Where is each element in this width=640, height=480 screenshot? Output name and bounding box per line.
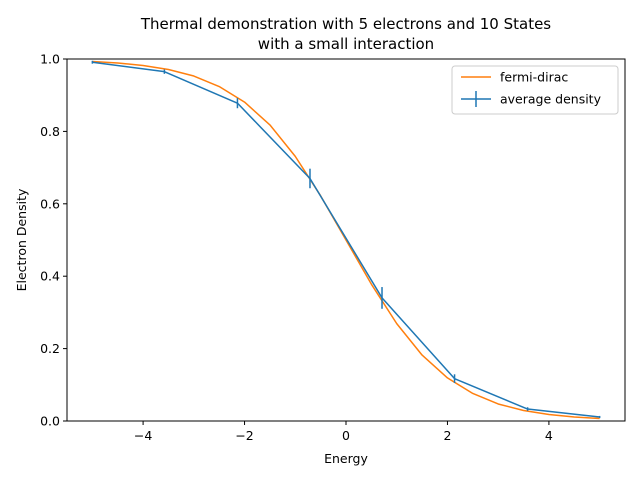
x-axis-label: Energy [324,451,368,466]
x-tick-label: 4 [545,428,553,443]
y-tick-label: 0.8 [40,124,60,139]
legend-label-fermi-dirac: fermi-dirac [500,70,568,85]
series-line-average-density [92,61,600,418]
legend-label-average-density: average density [500,92,602,107]
y-tick-label: 0.6 [40,196,60,211]
legend: fermi-dirac average density [451,65,619,115]
tick-layer: −4 −2 0 2 4 0.0 0.2 0.4 0.6 0.8 1.0 [40,52,553,444]
x-tick-label: −2 [235,428,253,443]
y-tick-label: 0.2 [40,341,60,356]
plot-area: −4 −2 0 2 4 0.0 0.2 0.4 0.6 0.8 1.0 [40,52,626,444]
series-layer [91,60,601,420]
y-axis-label: Electron Density [14,188,29,291]
series-line-fermi-dirac [92,60,600,420]
x-tick-label: −4 [134,428,152,443]
y-tick-label: 1.0 [40,52,60,67]
chart-subtitle: with a small interaction [258,35,434,53]
chart-title: Thermal demonstration with 5 electrons a… [140,15,551,33]
plot-frame [66,58,626,422]
legend-box [451,65,619,115]
x-tick-label: 0 [342,428,350,443]
x-tick-label: 2 [443,428,451,443]
y-tick-label: 0.0 [40,414,60,429]
y-tick-label: 0.4 [40,269,60,284]
